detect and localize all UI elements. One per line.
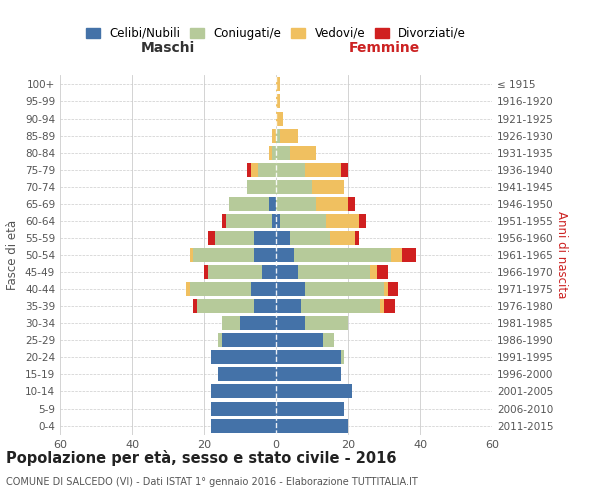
Bar: [348, 197, 355, 211]
Bar: [204, 265, 208, 279]
Text: Anni di nascita: Anni di nascita: [554, 212, 568, 298]
Text: COMUNE DI SALCEDO (VI) - Dati ISTAT 1° gennaio 2016 - Elaborazione TUTTITALIA.IT: COMUNE DI SALCEDO (VI) - Dati ISTAT 1° g…: [6, 477, 418, 487]
Bar: [193, 248, 254, 262]
Bar: [211, 418, 276, 432]
Bar: [276, 368, 341, 382]
Bar: [355, 231, 359, 245]
Bar: [211, 384, 276, 398]
Bar: [290, 231, 330, 245]
Bar: [402, 248, 416, 262]
Text: Maschi: Maschi: [141, 41, 195, 55]
Bar: [247, 162, 251, 176]
Bar: [294, 248, 391, 262]
Text: Popolazione per età, sesso e stato civile - 2016: Popolazione per età, sesso e stato civil…: [6, 450, 397, 466]
Bar: [280, 214, 326, 228]
Bar: [254, 231, 276, 245]
Bar: [208, 231, 215, 245]
Bar: [222, 214, 226, 228]
Bar: [190, 248, 193, 262]
Bar: [254, 299, 276, 313]
Bar: [377, 265, 388, 279]
Bar: [222, 316, 240, 330]
Bar: [197, 299, 254, 313]
Bar: [276, 402, 344, 415]
Bar: [226, 214, 272, 228]
Bar: [323, 334, 334, 347]
Bar: [359, 214, 366, 228]
Bar: [380, 299, 384, 313]
Bar: [305, 162, 341, 176]
Bar: [384, 299, 395, 313]
Legend: Celibi/Nubili, Coniugati/e, Vedovi/e, Divorziati/e: Celibi/Nubili, Coniugati/e, Vedovi/e, Di…: [82, 24, 470, 44]
Bar: [276, 248, 294, 262]
Bar: [276, 265, 298, 279]
Bar: [251, 282, 276, 296]
Bar: [280, 128, 298, 142]
Bar: [272, 146, 276, 160]
Bar: [276, 418, 348, 432]
Bar: [276, 384, 352, 398]
Bar: [370, 265, 377, 279]
Bar: [272, 128, 276, 142]
Bar: [276, 128, 280, 142]
Bar: [301, 299, 380, 313]
Bar: [211, 350, 276, 364]
Bar: [262, 265, 276, 279]
Bar: [305, 282, 384, 296]
Bar: [247, 180, 276, 194]
Bar: [186, 282, 190, 296]
Bar: [391, 248, 402, 262]
Bar: [326, 214, 359, 228]
Bar: [276, 334, 323, 347]
Bar: [211, 402, 276, 415]
Bar: [276, 350, 341, 364]
Bar: [254, 248, 276, 262]
Bar: [316, 197, 348, 211]
Y-axis label: Fasce di età: Fasce di età: [7, 220, 19, 290]
Bar: [384, 282, 388, 296]
Bar: [276, 112, 283, 126]
Bar: [251, 162, 258, 176]
Bar: [305, 316, 348, 330]
Bar: [276, 146, 290, 160]
Bar: [276, 299, 301, 313]
Bar: [193, 299, 197, 313]
Bar: [272, 214, 276, 228]
Bar: [388, 282, 398, 296]
Bar: [208, 265, 262, 279]
Bar: [190, 282, 251, 296]
Bar: [341, 350, 344, 364]
Bar: [215, 231, 254, 245]
Bar: [269, 146, 272, 160]
Bar: [341, 162, 348, 176]
Bar: [312, 180, 344, 194]
Bar: [276, 78, 280, 92]
Bar: [330, 231, 355, 245]
Bar: [258, 162, 276, 176]
Bar: [276, 180, 312, 194]
Bar: [276, 214, 280, 228]
Text: Femmine: Femmine: [349, 41, 419, 55]
Bar: [218, 368, 276, 382]
Bar: [276, 94, 280, 108]
Bar: [276, 162, 305, 176]
Bar: [269, 197, 276, 211]
Bar: [276, 197, 316, 211]
Bar: [218, 334, 222, 347]
Bar: [240, 316, 276, 330]
Bar: [298, 265, 370, 279]
Bar: [229, 197, 269, 211]
Bar: [276, 316, 305, 330]
Bar: [290, 146, 316, 160]
Bar: [276, 282, 305, 296]
Bar: [276, 231, 290, 245]
Bar: [222, 334, 276, 347]
